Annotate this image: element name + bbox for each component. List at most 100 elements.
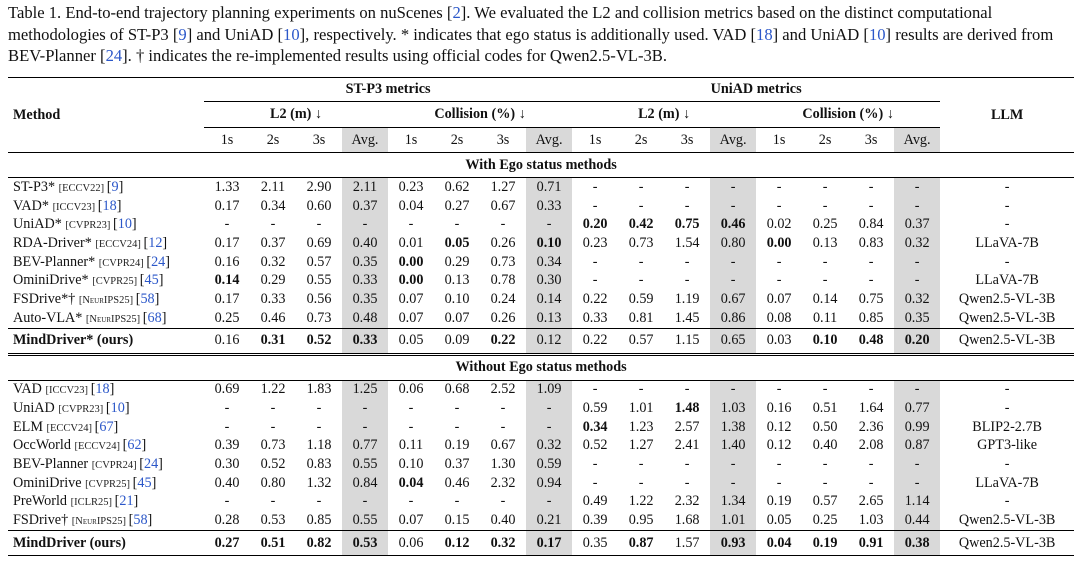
metric-cell: - bbox=[592, 272, 598, 289]
metric-cell: - bbox=[868, 474, 874, 491]
citation-ref[interactable]: 9 bbox=[178, 24, 187, 44]
citation-ref[interactable]: 58 bbox=[140, 290, 155, 307]
metric-cell: 0.49 bbox=[582, 493, 608, 510]
citation-ref[interactable]: 24 bbox=[143, 456, 159, 473]
venue-tag: [ICCV23] bbox=[52, 201, 98, 213]
metric-cell: 1.03 bbox=[710, 399, 757, 418]
metric-cell: 1.27 bbox=[480, 176, 526, 197]
metric-cell: 0.53 bbox=[260, 512, 286, 529]
method-name: UniAD [CVPR23] [10] bbox=[13, 400, 130, 417]
metric-cell: 1.15 bbox=[664, 327, 711, 354]
column-header: 2s bbox=[634, 131, 648, 148]
metric-cell: 0.33 bbox=[342, 271, 388, 291]
metric-cell: 0.32 bbox=[894, 234, 941, 253]
metric-cell: 0.29 bbox=[444, 253, 470, 270]
metric-cell: 0.00 bbox=[398, 272, 424, 289]
metric-cell: 1.25 bbox=[342, 379, 388, 400]
citation-ref[interactable]: 21 bbox=[119, 493, 134, 510]
metric-cell: 0.23 bbox=[582, 234, 608, 251]
venue-tag: [CVPR24] bbox=[98, 257, 147, 269]
citation-ref[interactable]: 58 bbox=[133, 512, 148, 529]
metric-cell: - bbox=[802, 176, 849, 197]
citation-ref[interactable]: 12 bbox=[148, 234, 163, 251]
metric-cell: - bbox=[684, 474, 690, 491]
venue-tag: [ECCV22] bbox=[58, 182, 107, 194]
metric-cell: - bbox=[500, 216, 506, 233]
citation-ref[interactable]: 10 bbox=[868, 24, 886, 44]
venue-tag: [ECCV24] bbox=[95, 238, 144, 250]
citation-ref[interactable]: 45 bbox=[144, 272, 159, 289]
metric-cell: 0.15 bbox=[444, 512, 470, 529]
method-name: OminiDrive* [CVPR25] [45] bbox=[13, 272, 164, 289]
metric-cell: - bbox=[684, 197, 690, 214]
metric-cell: 0.17 bbox=[526, 530, 573, 556]
metric-cell: 2.08 bbox=[858, 437, 884, 454]
citation-ref[interactable]: 10 bbox=[283, 24, 300, 44]
citation-ref[interactable]: 62 bbox=[127, 437, 142, 454]
citation-ref[interactable]: 68 bbox=[147, 309, 162, 326]
metric-cell: 0.34 bbox=[260, 197, 286, 214]
caption-text: Table 1. End-to-end trajectory planning … bbox=[8, 3, 453, 22]
metric-cell: - bbox=[342, 399, 388, 418]
metric-cell: 0.69 bbox=[306, 234, 332, 251]
metric-cell: 0.27 bbox=[204, 530, 250, 556]
column-header: Avg. bbox=[894, 127, 941, 153]
metric-cell: 0.13 bbox=[444, 272, 470, 289]
table-row: VAD [ICCV23] [18] 0.69 1.22 1.83 1.25 0.06 0.6… bbox=[8, 379, 1075, 400]
metric-cell: 0.35 bbox=[894, 308, 941, 328]
citation-ref[interactable]: 24 bbox=[105, 46, 123, 65]
llm-cell: - bbox=[1004, 197, 1010, 214]
uniad-l2-header: L2 (m) ↓ bbox=[572, 101, 757, 128]
metric-cell: 0.07 bbox=[398, 290, 424, 307]
metric-cell: - bbox=[408, 216, 414, 233]
metric-cell: 0.59 bbox=[526, 455, 573, 474]
metric-cell: - bbox=[618, 379, 665, 400]
metric-cell: 0.32 bbox=[260, 253, 286, 270]
metric-cell: 0.25 bbox=[812, 512, 838, 529]
metric-cell: - bbox=[756, 379, 803, 400]
caption-text: ]. † indicates the re-implemented result… bbox=[122, 46, 667, 65]
table-row: VAD* [ICCV23] [18] 0.17 0.34 0.60 0.37 0.04 0.… bbox=[8, 196, 1074, 216]
llm-cell: LLaVA-7B bbox=[975, 474, 1039, 491]
metric-cell: 1.45 bbox=[674, 309, 700, 326]
metric-cell: 0.40 bbox=[342, 234, 388, 253]
citation-ref[interactable]: 67 bbox=[99, 418, 114, 435]
metric-cell: - bbox=[894, 196, 941, 216]
uniad-collision-header: Collision (%) ↓ bbox=[756, 101, 941, 128]
citation-ref[interactable]: 18 bbox=[102, 197, 117, 214]
metric-cell: 0.37 bbox=[894, 215, 941, 235]
citation-ref[interactable]: 9 bbox=[111, 178, 119, 195]
citation-ref[interactable]: 10 bbox=[117, 216, 132, 233]
method-name: PreWorld [ICLR25] [21] bbox=[13, 493, 139, 510]
metric-cell: 0.26 bbox=[490, 234, 516, 251]
metric-cell: 0.04 bbox=[756, 530, 803, 556]
method-name: OccWorld [ECCV24] [62] bbox=[13, 437, 147, 454]
metric-cell: 0.67 bbox=[490, 197, 516, 214]
citation-ref[interactable]: 10 bbox=[110, 400, 125, 417]
section-title: With Ego status methods bbox=[8, 152, 1075, 178]
metric-cell: 2.36 bbox=[858, 418, 884, 435]
citation-ref[interactable]: 24 bbox=[151, 253, 166, 270]
metric-cell: 1.33 bbox=[204, 176, 250, 197]
metric-cell: 0.52 bbox=[296, 327, 342, 354]
metric-cell: 0.56 bbox=[306, 290, 332, 307]
citation-ref[interactable]: 18 bbox=[95, 381, 110, 398]
column-header: 2s bbox=[818, 131, 832, 148]
metric-cell: 0.75 bbox=[674, 216, 700, 233]
llm-cell: Qwen2.5-VL-3B bbox=[940, 530, 1075, 556]
metric-cell: 2.41 bbox=[674, 437, 700, 454]
table-row: PreWorld [ICLR25] [21] - - - - - - - -0.49 1.22 2.… bbox=[8, 492, 1074, 512]
llm-cell: GPT3-like bbox=[977, 437, 1038, 454]
citation-ref[interactable]: 18 bbox=[756, 24, 773, 44]
table-caption: Table 1. End-to-end trajectory planning … bbox=[8, 2, 1074, 67]
metric-cell: - bbox=[868, 253, 874, 270]
citation-ref[interactable]: 2 bbox=[452, 3, 461, 22]
metric-cell: - bbox=[894, 455, 941, 474]
metric-cell: - bbox=[526, 417, 573, 437]
metric-cell: 0.57 bbox=[306, 253, 332, 270]
metric-cell: 0.30 bbox=[526, 271, 573, 291]
metric-cell: - bbox=[572, 176, 619, 197]
metric-cell: 0.05 bbox=[388, 327, 434, 354]
citation-ref[interactable]: 45 bbox=[137, 474, 152, 491]
metric-cell: 0.62 bbox=[434, 176, 480, 197]
